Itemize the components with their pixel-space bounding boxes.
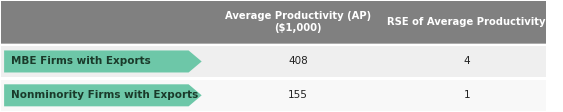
Text: Nonminority Firms with Exports: Nonminority Firms with Exports <box>11 90 198 100</box>
Text: Average Productivity (AP)
($1,000): Average Productivity (AP) ($1,000) <box>225 11 371 33</box>
Text: MBE Firms with Exports: MBE Firms with Exports <box>11 56 150 66</box>
Polygon shape <box>4 84 202 106</box>
Text: 1: 1 <box>463 90 470 100</box>
Text: 408: 408 <box>288 56 308 66</box>
Text: RSE of Average Productivity: RSE of Average Productivity <box>387 17 546 27</box>
Bar <box>1 46 546 77</box>
Bar <box>1 80 546 111</box>
Text: 4: 4 <box>463 56 470 66</box>
Bar <box>1 1 546 43</box>
Text: 155: 155 <box>288 90 308 100</box>
Polygon shape <box>4 50 202 72</box>
